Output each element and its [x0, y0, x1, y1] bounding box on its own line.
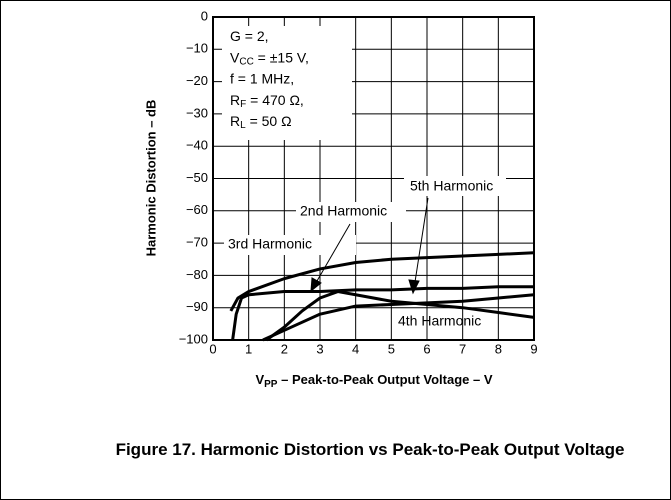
label-box [296, 202, 406, 222]
arrows [310, 197, 429, 295]
condition-main: f = 1 MHz, [230, 70, 294, 86]
condition-main: V [230, 49, 240, 65]
condition-line: RL = 50 Ω [230, 113, 292, 131]
x-axis-label: VPP – Peak-to-Peak Output Voltage – V [255, 372, 492, 389]
conditions: G = 2,VCC = ±15 V,f = 1 MHz,RF = 470 Ω,R… [230, 28, 309, 131]
y-tick-label: −70 [186, 235, 208, 250]
condition-line: G = 2, [230, 28, 269, 44]
condition-sub: L [240, 120, 246, 131]
y-tick-label: −100 [179, 331, 208, 346]
condition-line: RF = 470 Ω, [230, 92, 304, 110]
y-axis-label: Harmonic Distortion – dB [143, 100, 158, 257]
y-tick-label: −60 [186, 202, 208, 217]
y-tick-label: −80 [186, 267, 208, 282]
x-tick-label: 4 [352, 341, 359, 356]
arrow [414, 197, 429, 283]
x-tick-label: 0 [209, 341, 216, 356]
series-label: 4th Harmonic [398, 313, 481, 329]
x-tick-label: 1 [245, 341, 252, 356]
x-label-rest: – Peak-to-Peak Output Voltage – V [277, 372, 492, 387]
condition-line: VCC = ±15 V, [230, 49, 309, 67]
series-label: 2nd Harmonic [300, 203, 387, 219]
x-label-main: V [255, 372, 264, 387]
label-box [224, 235, 356, 255]
x-tick-label: 7 [459, 341, 466, 356]
condition-rest: = 50 Ω [246, 113, 292, 129]
arrowhead [408, 279, 420, 295]
arrow [316, 223, 351, 282]
x-tick-label: 9 [530, 341, 537, 356]
condition-main: R [230, 113, 240, 129]
condition-sub: CC [239, 56, 253, 67]
y-tick-label: −50 [186, 170, 208, 185]
conditions-box [222, 26, 352, 140]
condition-rest: = 470 Ω, [246, 92, 304, 108]
series-line [262, 293, 535, 342]
x-tick-label: 5 [388, 341, 395, 356]
y-tick-label: −40 [186, 138, 208, 153]
x-tick-label: 2 [281, 341, 288, 356]
condition-main: G = 2, [230, 28, 269, 44]
y-tick-label: −90 [186, 299, 208, 314]
plot-border [212, 16, 535, 341]
series-line [265, 290, 535, 342]
caption: Figure 17. Harmonic Distortion vs Peak-t… [115, 440, 625, 459]
series-label: 3rd Harmonic [228, 236, 312, 252]
y-tick-label: −10 [186, 41, 208, 56]
x-label-sub: PP [264, 379, 278, 390]
arrowhead [310, 277, 322, 293]
y-tick-label: 0 [201, 8, 208, 23]
x-tick-label: 3 [316, 341, 323, 356]
series-line [229, 251, 535, 312]
y-tick-label: −30 [186, 105, 208, 120]
condition-line: f = 1 MHz, [230, 70, 294, 86]
x-tick-label: 6 [423, 341, 430, 356]
curves [229, 251, 535, 342]
condition-rest: = ±15 V, [254, 49, 309, 65]
condition-sub: F [240, 99, 246, 110]
x-tick-label: 8 [495, 341, 502, 356]
label-box [404, 176, 506, 196]
y-tick-label: −20 [186, 73, 208, 88]
series-label: 5th Harmonic [410, 178, 493, 194]
condition-main: R [230, 92, 240, 108]
